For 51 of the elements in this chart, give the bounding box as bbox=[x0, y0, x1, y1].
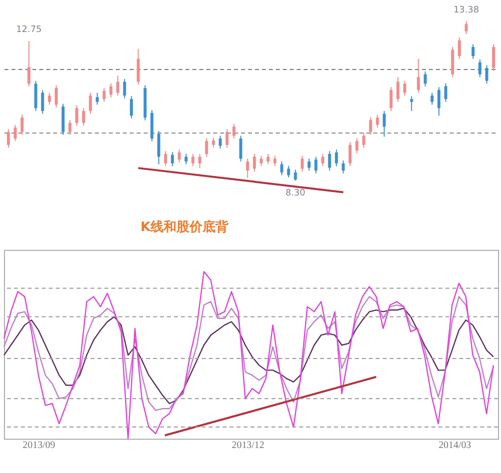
candlestick bbox=[20, 114, 24, 136]
candlestick bbox=[369, 116, 372, 136]
candlestick bbox=[109, 82, 112, 98]
candlestick bbox=[205, 138, 208, 158]
candlestick bbox=[430, 92, 434, 106]
x-tick-label: 2014/03 bbox=[438, 440, 472, 452]
candlestick bbox=[88, 92, 92, 114]
candlestick bbox=[27, 40, 30, 87]
annotation: 8.30 bbox=[285, 188, 306, 199]
x-tick-label: 2013/12 bbox=[232, 440, 264, 452]
chart-title: K线和股价底背 bbox=[140, 218, 230, 235]
candlestick bbox=[334, 149, 338, 167]
candlestick bbox=[328, 150, 332, 172]
candlestick bbox=[396, 76, 400, 102]
candlestick bbox=[266, 153, 270, 165]
candlestick bbox=[48, 92, 51, 106]
candlestick bbox=[246, 158, 250, 178]
candlestick bbox=[478, 59, 482, 78]
candlestick bbox=[294, 169, 297, 182]
candlestick bbox=[164, 150, 168, 167]
candlestick bbox=[68, 120, 72, 136]
candlestick bbox=[252, 153, 256, 172]
candlestick bbox=[314, 156, 318, 174]
candlestick bbox=[416, 58, 420, 94]
candlestick bbox=[376, 114, 379, 128]
candlestick bbox=[226, 128, 229, 148]
candlestick bbox=[232, 123, 236, 140]
candlestick bbox=[287, 165, 290, 178]
x-tick-label: 2013/09 bbox=[22, 440, 56, 452]
candlestick bbox=[41, 89, 44, 114]
candlestick bbox=[102, 88, 106, 102]
candlestick bbox=[130, 96, 133, 119]
candlestick bbox=[184, 153, 188, 165]
candlestick bbox=[458, 37, 461, 60]
candlestick bbox=[492, 44, 496, 72]
candlestick bbox=[472, 44, 475, 60]
candlestick bbox=[170, 152, 174, 167]
annotation: 12.75 bbox=[16, 25, 42, 36]
candlestick bbox=[390, 86, 393, 112]
annotation: 13.38 bbox=[453, 5, 480, 16]
candlestick bbox=[273, 155, 276, 167]
candlestick bbox=[355, 138, 358, 154]
candlestick bbox=[437, 86, 440, 116]
candlestick bbox=[82, 108, 86, 126]
candlestick bbox=[348, 142, 352, 167]
candlestick bbox=[212, 137, 215, 148]
candlestick bbox=[123, 78, 126, 99]
candlestick bbox=[6, 128, 10, 148]
candlestick bbox=[308, 158, 311, 172]
candlestick bbox=[410, 96, 414, 112]
candlestick bbox=[191, 153, 194, 167]
